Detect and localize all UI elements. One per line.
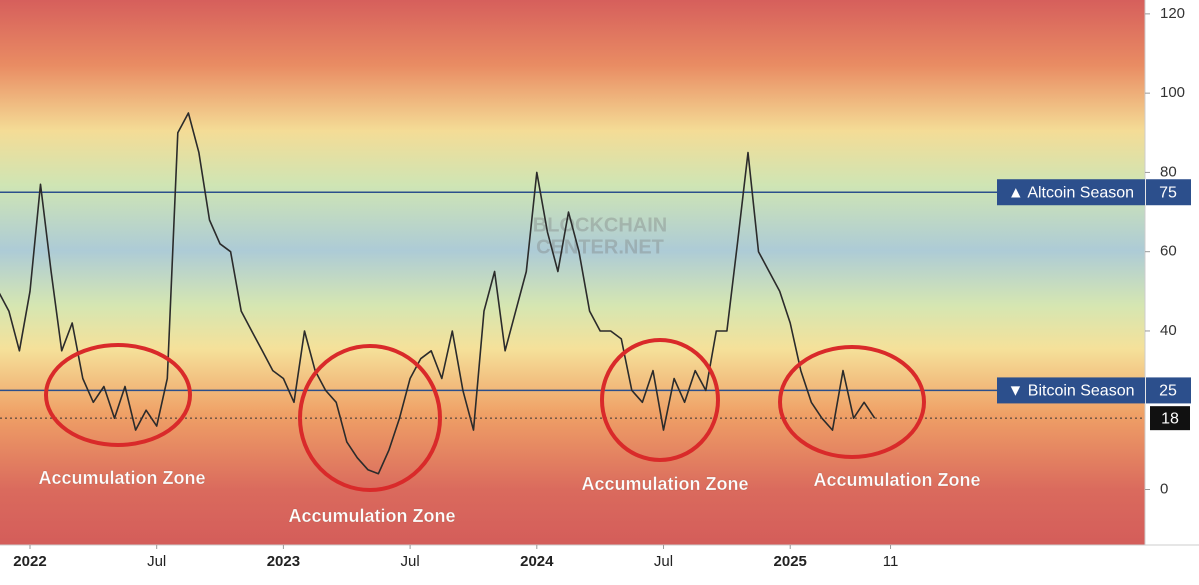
x-tick-label: 2024 (520, 553, 554, 570)
x-tick-label: Jul (401, 553, 420, 570)
reference-label-box (997, 377, 1145, 404)
annotation: Accumulation Zone (38, 468, 205, 488)
reference-label-box (997, 179, 1145, 206)
annotation: Accumulation Zone (813, 470, 980, 490)
reference-value-box (1146, 179, 1191, 206)
x-tick-label: 2025 (774, 553, 807, 570)
y-tick-label: 40 (1160, 322, 1177, 339)
y-tick-label: 100 (1160, 84, 1185, 101)
watermark: BLOCKCHAIN (533, 214, 667, 236)
reference-label: ▲ Altcoin Season (1008, 184, 1134, 201)
reference-value: 75 (1159, 184, 1177, 201)
circles (44, 338, 926, 492)
current-value-label: 18 (1161, 410, 1179, 427)
y-tick-label: 60 (1160, 243, 1177, 260)
x-tick-label: Jul (147, 553, 166, 570)
x-tick-label: Jul (654, 553, 673, 570)
annotation: Accumulation Zone (581, 474, 748, 494)
background (0, 0, 1145, 545)
current-value-box (1150, 406, 1190, 431)
x-tick-label: 2022 (13, 553, 46, 570)
watermark: CENTER.NET (536, 236, 664, 258)
reference-value: 25 (1159, 383, 1177, 400)
zone-circle (778, 345, 926, 459)
y-tick-label: 0 (1160, 480, 1168, 497)
zone-circle (298, 344, 442, 492)
x-tick-label: 2023 (267, 553, 300, 570)
zone-circle (44, 343, 192, 447)
reference-value-box (1146, 377, 1191, 404)
y-tick-label: 80 (1160, 163, 1177, 180)
annotation: Accumulation Zone (288, 506, 455, 526)
series-line (0, 112, 876, 475)
zone-circle (600, 338, 720, 462)
y-tick-label: 120 (1160, 5, 1185, 22)
x-tick-label: 11 (883, 553, 899, 570)
reference-label: ▼ Bitcoin Season (1007, 383, 1134, 400)
